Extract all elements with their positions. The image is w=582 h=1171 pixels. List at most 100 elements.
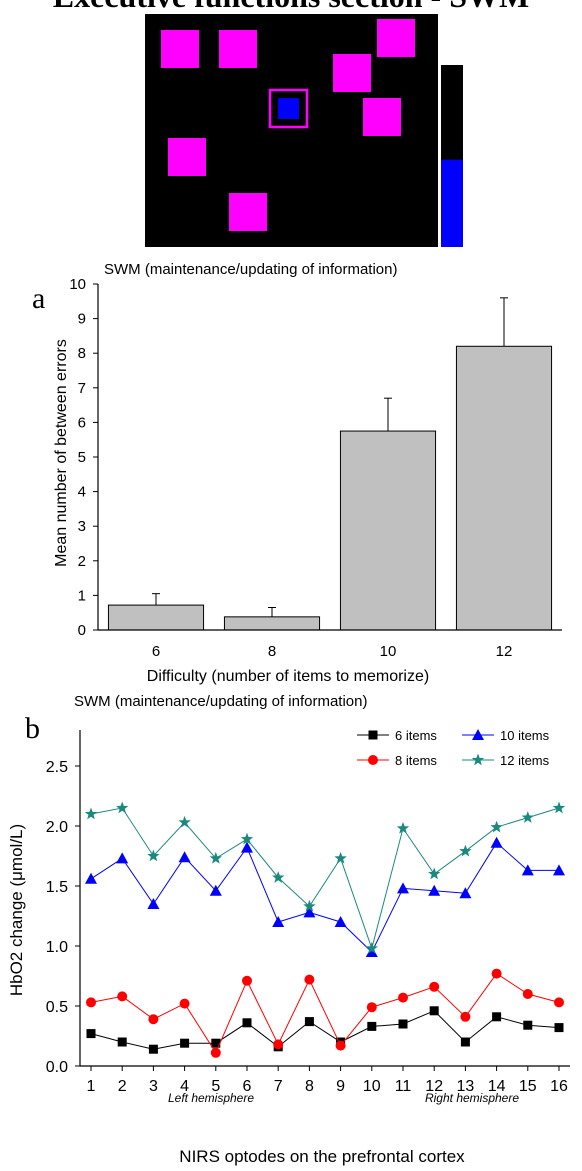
panel-a-label: a <box>32 282 46 315</box>
data-point <box>210 1047 221 1058</box>
task-box <box>229 193 267 231</box>
x-tick-label: 8 <box>268 643 276 660</box>
annotation-right-hemisphere: Right hemisphere <box>425 1091 519 1105</box>
x-tick-label: 15 <box>519 1078 537 1095</box>
data-point <box>521 811 534 823</box>
line-chart: 0.00.51.01.52.02.51 2 3 4 5 6 7 8 9 10 11 12 13 14 15 1… <box>7 728 570 1166</box>
x-tick-label: 10 <box>363 1078 381 1095</box>
task-box <box>377 19 415 57</box>
series-line <box>90 842 559 953</box>
data-point <box>85 872 97 884</box>
data-point <box>334 851 347 864</box>
data-point <box>398 1019 408 1029</box>
x-tick-label: 4 <box>180 1078 189 1095</box>
data-point <box>240 832 254 845</box>
data-point <box>522 989 533 999</box>
x-tick-label: 13 <box>457 1078 475 1095</box>
data-point <box>334 916 347 927</box>
legend: 6 items 10 items 8 items 12 items <box>357 728 550 768</box>
data-point <box>242 975 252 986</box>
y-tick-label: 0.5 <box>46 999 68 1016</box>
y-tick-label: 1.5 <box>46 879 68 896</box>
data-point <box>116 801 129 814</box>
y-tick-label: 9 <box>78 311 86 328</box>
bar <box>107 604 205 631</box>
data-point <box>84 807 98 820</box>
progress-bar-fill <box>441 159 463 247</box>
data-point <box>303 899 316 912</box>
data-point <box>148 1044 158 1054</box>
data-point <box>180 1038 190 1048</box>
data-point <box>552 801 566 814</box>
data-point <box>472 729 484 740</box>
data-point <box>521 864 534 876</box>
data-point <box>459 887 472 899</box>
data-point <box>396 821 410 834</box>
x-tick-label: 10 <box>380 643 397 660</box>
data-point <box>304 974 315 985</box>
data-point <box>86 997 96 1008</box>
series <box>86 968 564 1058</box>
data-point <box>460 1011 471 1022</box>
x-tick-label: 6 <box>152 643 160 660</box>
data-point <box>492 1012 502 1022</box>
x-tick-label: 12 <box>425 1078 443 1095</box>
data-point <box>554 1023 564 1033</box>
y-axis-label: HbO2 change (μmol/L) <box>7 824 26 996</box>
legend-label: 12 items <box>500 753 550 768</box>
y-tick-label: 2 <box>78 553 86 570</box>
data-point <box>179 998 190 1009</box>
data-point <box>368 730 378 740</box>
data-point <box>553 864 565 876</box>
series-line <box>90 1010 560 1050</box>
legend-label: 8 items <box>395 753 437 768</box>
data-point <box>147 898 160 909</box>
x-tick-label: 5 <box>211 1078 220 1095</box>
series-line <box>90 807 560 951</box>
data-point <box>429 1006 439 1016</box>
legend-label: 6 items <box>395 728 437 743</box>
data-point <box>365 946 378 957</box>
data-point <box>86 1029 96 1039</box>
x-tick-label: 1 <box>87 1078 96 1095</box>
bar <box>339 430 437 631</box>
chart-a-title: SWM (maintenance/updating of information… <box>104 261 398 278</box>
data-point <box>211 1038 221 1048</box>
data-point <box>272 916 285 927</box>
y-tick-label: 2.5 <box>46 759 68 776</box>
x-tick-label: 9 <box>336 1078 345 1095</box>
data-point <box>397 882 409 894</box>
series <box>84 801 566 954</box>
data-point <box>117 1037 127 1047</box>
data-point <box>148 1014 159 1025</box>
y-tick-label: 3 <box>78 518 86 535</box>
data-point <box>491 968 502 979</box>
selected-box-outline <box>268 88 309 129</box>
data-point <box>365 941 378 954</box>
y-tick-label: 2.0 <box>46 819 68 836</box>
task-screen <box>141 10 467 251</box>
data-point <box>117 991 128 1002</box>
data-point <box>304 1017 314 1027</box>
data-point <box>116 852 129 864</box>
data-point <box>490 836 503 848</box>
task-box <box>333 54 371 92</box>
y-tick-label: 5 <box>78 449 86 466</box>
data-point <box>459 844 472 857</box>
panel-b-label: b <box>25 712 40 745</box>
data-point <box>554 997 564 1008</box>
y-tick-label: 10 <box>69 276 86 293</box>
legend-item: 6 items <box>357 728 437 743</box>
y-tick-label: 0.0 <box>46 1059 68 1076</box>
data-point <box>241 841 253 853</box>
token-square <box>278 98 299 119</box>
data-point <box>429 981 440 992</box>
x-tick-label: 8 <box>305 1078 314 1095</box>
y-axis-label: Mean number of between errors <box>53 339 70 567</box>
data-point <box>490 820 503 833</box>
bar <box>455 345 553 631</box>
task-box <box>168 138 206 176</box>
data-point <box>335 1040 346 1051</box>
data-point <box>242 1018 252 1028</box>
